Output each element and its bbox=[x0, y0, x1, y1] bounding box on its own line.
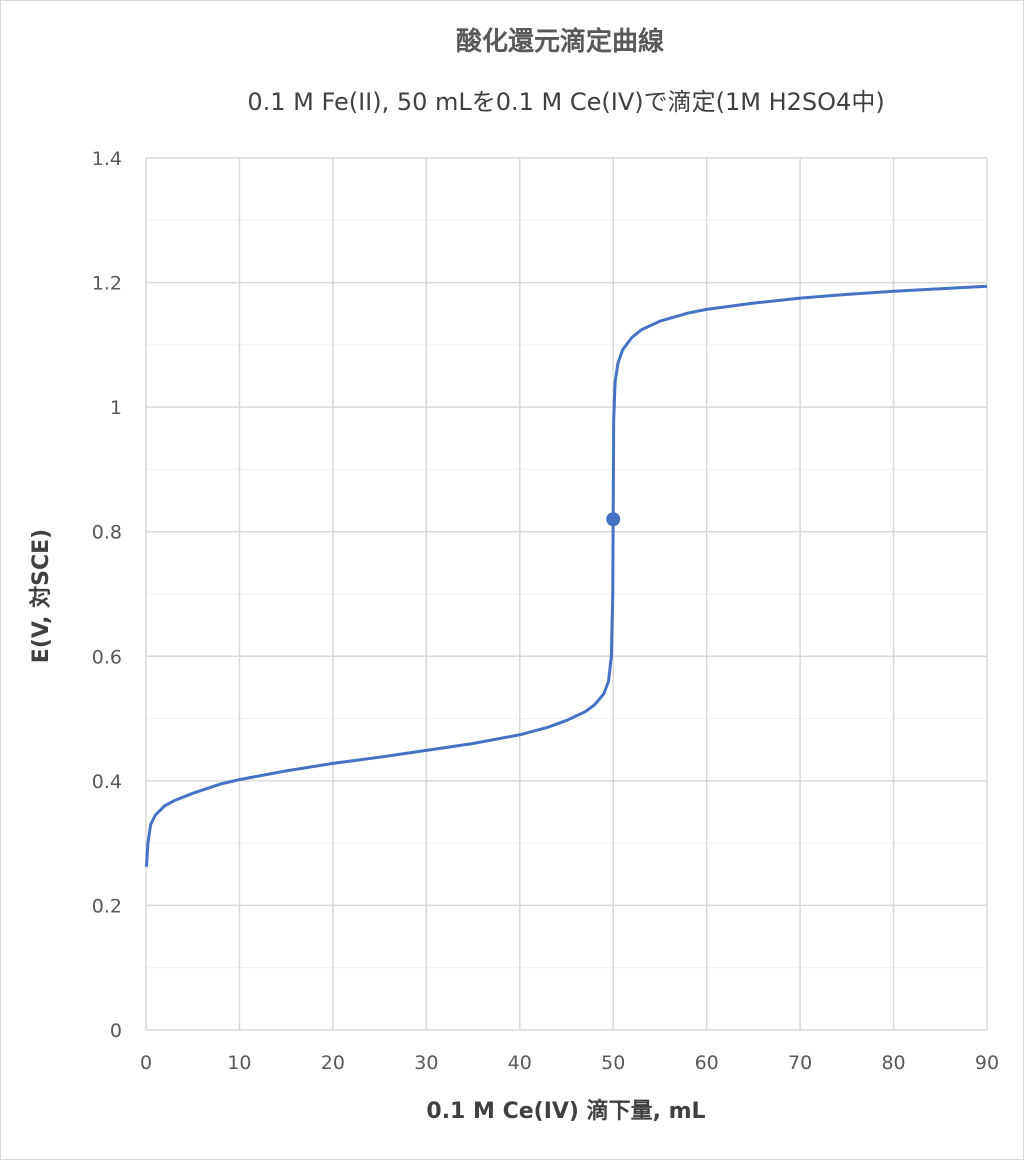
x-tick-label: 40 bbox=[508, 1052, 532, 1074]
chart-title: 酸化還元滴定曲線 bbox=[456, 26, 664, 57]
x-tick-label: 80 bbox=[881, 1052, 905, 1074]
y-tick-label: 0 bbox=[110, 1020, 122, 1042]
y-axis-label: E(V, 対SCE) bbox=[29, 529, 54, 663]
x-axis-ticks: 0 10 20 30 40 50 60 70 80 90 bbox=[140, 1052, 999, 1074]
y-tick-label: 0.2 bbox=[92, 895, 122, 917]
x-tick-label: 60 bbox=[695, 1052, 719, 1074]
y-tick-label: 0.6 bbox=[92, 646, 122, 668]
x-tick-label: 70 bbox=[788, 1052, 812, 1074]
markers bbox=[606, 512, 621, 527]
y-tick-label: 1.2 bbox=[92, 273, 122, 295]
x-tick-label: 20 bbox=[321, 1052, 345, 1074]
x-tick-label: 0 bbox=[140, 1052, 152, 1074]
x-tick-label: 30 bbox=[414, 1052, 438, 1074]
grid bbox=[145, 157, 988, 1031]
equivalence-point-marker bbox=[606, 512, 621, 527]
x-tick-label: 10 bbox=[227, 1052, 251, 1074]
x-tick-label: 50 bbox=[601, 1052, 625, 1074]
series-line bbox=[144, 284, 988, 867]
y-tick-label: 1.4 bbox=[92, 148, 122, 170]
y-tick-label: 0.8 bbox=[92, 522, 122, 544]
y-axis-ticks: 0 0.2 0.4 0.6 0.8 1 1.2 1.4 bbox=[92, 148, 122, 1042]
chart-subtitle: 0.1 M Fe(II), 50 mLを0.1 M Ce(IV)で滴定(1M H… bbox=[247, 88, 884, 116]
y-tick-label: 1 bbox=[110, 397, 122, 419]
x-tick-label: 90 bbox=[975, 1052, 999, 1074]
y-tick-label: 0.4 bbox=[92, 771, 122, 793]
x-axis-label: 0.1 M Ce(IV) 滴下量, mL bbox=[426, 1098, 705, 1124]
